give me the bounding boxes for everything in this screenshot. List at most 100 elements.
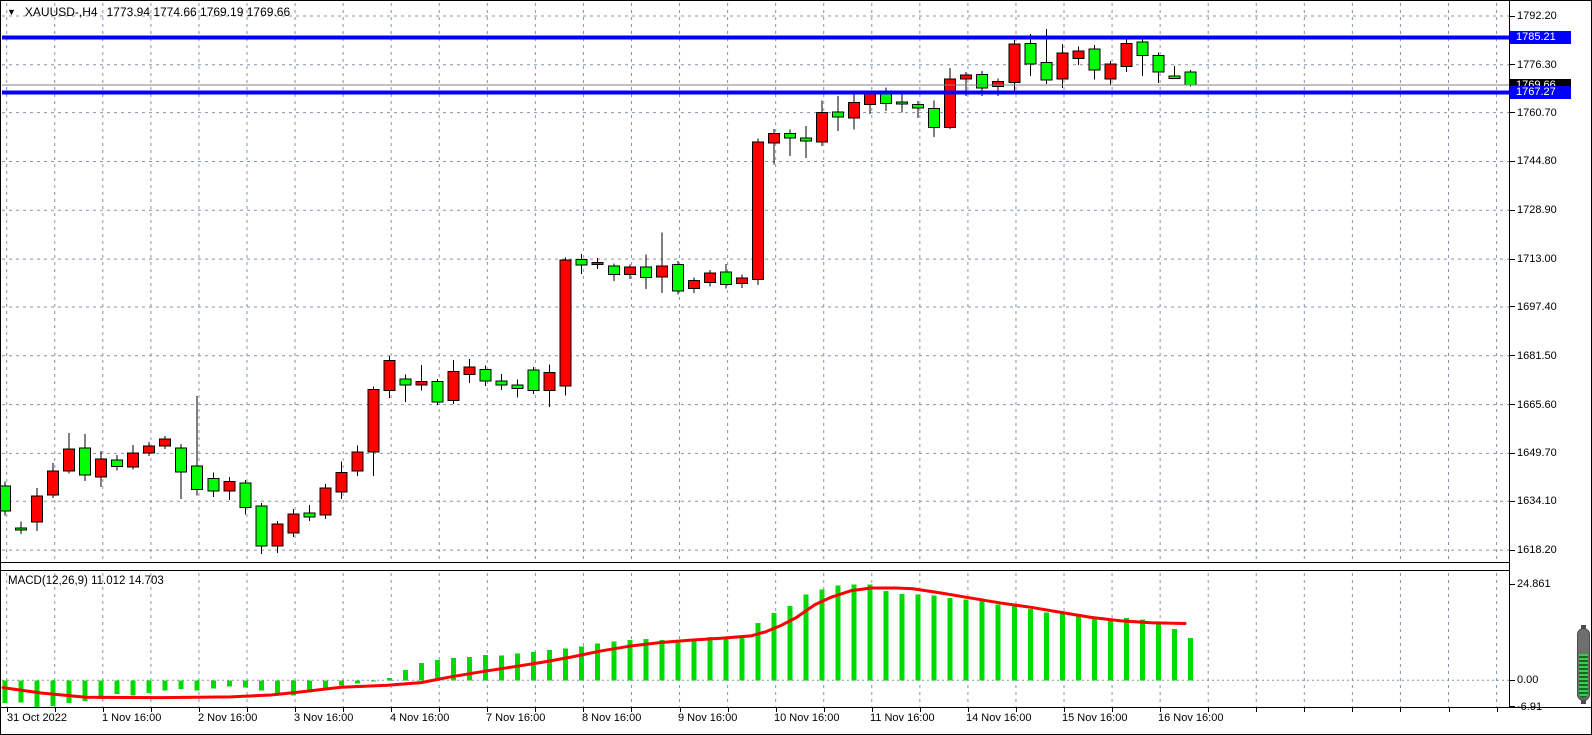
price-axis-tick <box>1509 112 1515 114</box>
time-axis-label: 3 Nov 16:00 <box>294 712 354 724</box>
macd-histogram-bar <box>771 613 777 681</box>
macd-histogram-bar <box>210 680 216 689</box>
candle-body <box>944 78 957 129</box>
price-axis-label: 1665.60 <box>1517 398 1557 411</box>
candle-body <box>351 451 364 472</box>
candle-body <box>751 141 764 280</box>
macd-histogram-bar <box>354 680 360 684</box>
panel-separator-bottom[interactable] <box>1 570 1509 571</box>
macd-histogram-bar <box>803 594 809 681</box>
time-axis-label: 15 Nov 16:00 <box>1062 712 1128 724</box>
time-axis-tick <box>1208 708 1210 712</box>
price-axis-tick <box>1509 452 1515 454</box>
time-axis-tick <box>1400 708 1402 712</box>
price-axis-tick <box>1509 306 1515 308</box>
candle-body <box>832 111 845 118</box>
time-axis-label: 31 Oct 2022 <box>7 712 67 724</box>
macd-histogram-bar <box>707 637 713 681</box>
candle-body <box>591 261 604 265</box>
macd-histogram-bar <box>675 639 681 681</box>
candle-body <box>880 93 893 104</box>
scrollbar-thumb[interactable] <box>1577 625 1590 704</box>
candle-body <box>463 366 476 376</box>
price-axis-tick <box>1509 160 1515 162</box>
candle-body <box>623 266 636 275</box>
macd-histogram-bar <box>467 657 473 681</box>
macd-histogram-bar <box>34 680 40 707</box>
macd-histogram-bar <box>499 655 505 681</box>
macd-histogram-bar <box>595 643 601 681</box>
candle-body <box>63 448 76 472</box>
macd-indicator-label: MACD(12,26,9) 11.012 14.703 <box>8 575 164 587</box>
price-axis-tick <box>1509 258 1515 260</box>
candle-body <box>47 470 60 496</box>
price-axis-label: 1618.20 <box>1517 544 1557 557</box>
time-axis-tick <box>679 708 681 712</box>
time-axis-label: 10 Nov 16:00 <box>774 712 840 724</box>
candle-body <box>575 258 588 266</box>
time-axis-tick <box>1496 708 1498 712</box>
time-axis-tick <box>1160 708 1162 712</box>
time-axis-tick <box>871 708 873 712</box>
time-axis-tick <box>439 708 441 712</box>
macd-histogram-bar <box>739 635 745 681</box>
candle-body <box>383 359 396 391</box>
candle-body <box>1072 50 1085 60</box>
candle-body <box>15 527 28 531</box>
macd-histogram-bar <box>1107 618 1113 681</box>
time-axis-tick <box>919 708 921 712</box>
candle-body <box>223 481 236 492</box>
macd-histogram-bar <box>130 680 136 696</box>
macd-histogram-bar <box>322 680 328 689</box>
candle-body <box>1008 43 1021 84</box>
candle-body <box>703 272 716 284</box>
candle-body <box>992 81 1005 88</box>
time-axis-tick <box>198 708 200 712</box>
candle-body <box>1088 48 1101 71</box>
macd-histogram-bar <box>435 660 441 681</box>
time-axis-tick <box>1064 708 1066 712</box>
macd-histogram-bar <box>563 648 569 681</box>
macd-histogram-bar <box>963 599 969 681</box>
panel-separator-top[interactable] <box>1 562 1509 563</box>
macd-histogram-bar <box>579 646 585 681</box>
time-axis-tick <box>1256 708 1258 712</box>
macd-signal-line <box>1 586 1187 700</box>
macd-histogram-bar <box>50 680 56 707</box>
macd-axis-label: 0.00 <box>1517 674 1539 687</box>
macd-histogram-bar <box>931 595 937 681</box>
time-axis-tick <box>535 708 537 712</box>
time-axis-label: 4 Nov 16:00 <box>390 712 450 724</box>
macd-histogram-bar <box>370 680 376 682</box>
time-axis-tick <box>967 708 969 712</box>
macd-histogram-bar <box>18 680 24 703</box>
time-axis-label: 8 Nov 16:00 <box>582 712 642 724</box>
price-axis-tick <box>1509 500 1515 502</box>
candle-body <box>559 259 572 387</box>
symbol-dropdown-icon[interactable]: ▼ <box>7 7 16 17</box>
price-axis-tick <box>1509 209 1515 211</box>
candle-body <box>1184 71 1197 86</box>
time-axis-label: 11 Nov 16:00 <box>870 712 935 724</box>
candle-body <box>367 389 380 453</box>
candle-body <box>607 265 620 275</box>
candle-body <box>335 471 348 493</box>
candle-body <box>527 369 540 391</box>
macd-histogram-bar <box>691 638 697 681</box>
macd-histogram-bar <box>723 636 729 681</box>
macd-histogram-bar <box>483 654 489 681</box>
macd-histogram-bar <box>1011 606 1017 681</box>
time-axis-tick <box>247 708 248 712</box>
macd-histogram-bar <box>755 623 761 681</box>
price-axis-tick <box>1509 404 1515 406</box>
price-axis-label: 1792.20 <box>1517 10 1557 22</box>
macd-histogram-bar <box>627 639 633 681</box>
candle-body <box>1056 52 1069 80</box>
candle-body <box>719 271 732 286</box>
macd-histogram-bar <box>290 680 296 696</box>
candle-body <box>175 447 188 473</box>
candle-body <box>1104 63 1117 80</box>
resistance-price-tag: 1785.21 <box>1510 30 1571 44</box>
macd-histogram-bar <box>242 680 248 688</box>
